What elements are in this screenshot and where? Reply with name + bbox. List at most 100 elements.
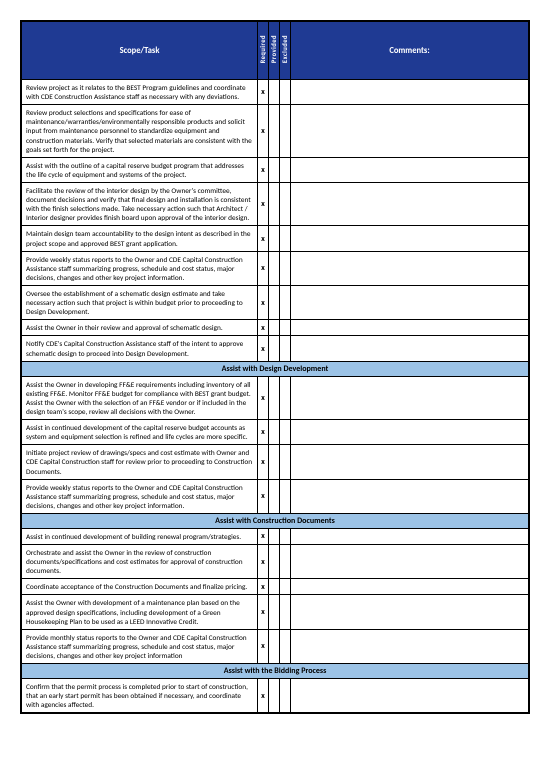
task-cell: Provide weekly status reports to the Own… — [22, 479, 258, 513]
comments-cell — [291, 420, 529, 445]
provided-cell — [269, 320, 280, 336]
comments-cell — [291, 80, 529, 105]
task-cell: Coordinate acceptance of the Constructio… — [22, 579, 258, 595]
task-cell: Initiate project review of drawings/spec… — [22, 445, 258, 479]
section-header-row: Assist with the Bidding Process — [22, 664, 529, 679]
excluded-cell — [280, 80, 291, 105]
excluded-cell — [280, 579, 291, 595]
provided-cell — [269, 679, 280, 713]
provided-cell — [269, 420, 280, 445]
required-cell: x — [258, 528, 269, 544]
excluded-cell — [280, 479, 291, 513]
header-scope: Scope/Task — [22, 22, 258, 80]
comments-cell — [291, 479, 529, 513]
excluded-cell — [280, 420, 291, 445]
required-cell: x — [258, 679, 269, 713]
table-row: Provide weekly status reports to the Own… — [22, 479, 529, 513]
required-cell: x — [258, 579, 269, 595]
task-cell: Review project as it relates to the BEST… — [22, 80, 258, 105]
task-cell: Confirm that the permit process is compl… — [22, 679, 258, 713]
task-cell: Oversee the establishment of a schematic… — [22, 285, 258, 319]
provided-cell — [269, 595, 280, 629]
provided-cell — [269, 285, 280, 319]
table-row: Provide weekly status reports to the Own… — [22, 251, 529, 285]
comments-cell — [291, 579, 529, 595]
scope-table: Scope/Task Required Provided Excluded Co… — [21, 21, 529, 713]
provided-cell — [269, 629, 280, 663]
provided-cell — [269, 376, 280, 419]
table-row: Review product selections and specificat… — [22, 105, 529, 158]
section-header-cell: Assist with the Bidding Process — [22, 664, 529, 679]
comments-cell — [291, 105, 529, 158]
comments-cell — [291, 320, 529, 336]
task-cell: Review product selections and specificat… — [22, 105, 258, 158]
comments-cell — [291, 226, 529, 251]
comments-cell — [291, 376, 529, 419]
task-cell: Assist the Owner in developing FF&E requ… — [22, 376, 258, 419]
comments-cell — [291, 182, 529, 225]
task-cell: Assist in continued development of build… — [22, 528, 258, 544]
excluded-cell — [280, 157, 291, 182]
header-comments: Comments: — [291, 22, 529, 80]
table-row: Confirm that the permit process is compl… — [22, 679, 529, 713]
header-row: Scope/Task Required Provided Excluded Co… — [22, 22, 529, 80]
task-cell: Provide weekly status reports to the Own… — [22, 251, 258, 285]
task-cell: Provide monthly status reports to the Ow… — [22, 629, 258, 663]
required-cell: x — [258, 182, 269, 225]
comments-cell — [291, 629, 529, 663]
section-header-cell: Assist with Design Development — [22, 361, 529, 376]
required-cell: x — [258, 545, 269, 579]
excluded-cell — [280, 105, 291, 158]
excluded-cell — [280, 679, 291, 713]
excluded-cell — [280, 336, 291, 361]
provided-cell — [269, 445, 280, 479]
header-excluded: Excluded — [280, 22, 291, 80]
provided-cell — [269, 226, 280, 251]
provided-cell — [269, 336, 280, 361]
comments-cell — [291, 528, 529, 544]
excluded-cell — [280, 445, 291, 479]
comments-cell — [291, 545, 529, 579]
required-cell: x — [258, 80, 269, 105]
excluded-cell — [280, 251, 291, 285]
comments-cell — [291, 595, 529, 629]
section-header-row: Assist with Design Development — [22, 361, 529, 376]
table-row: Notify CDE's Capital Construction Assist… — [22, 336, 529, 361]
required-cell: x — [258, 376, 269, 419]
table-row: Assist in continued development of build… — [22, 528, 529, 544]
required-cell: x — [258, 629, 269, 663]
excluded-cell — [280, 595, 291, 629]
required-cell: x — [258, 479, 269, 513]
task-cell: Assist the Owner in their review and app… — [22, 320, 258, 336]
comments-cell — [291, 679, 529, 713]
table-row: Assist the Owner in their review and app… — [22, 320, 529, 336]
table-row: Assist with the outline of a capital res… — [22, 157, 529, 182]
table-row: Coordinate acceptance of the Constructio… — [22, 579, 529, 595]
required-cell: x — [258, 595, 269, 629]
provided-cell — [269, 80, 280, 105]
table-row: Oversee the establishment of a schematic… — [22, 285, 529, 319]
table-body: Review project as it relates to the BEST… — [22, 80, 529, 713]
provided-cell — [269, 479, 280, 513]
table-row: Review project as it relates to the BEST… — [22, 80, 529, 105]
excluded-cell — [280, 182, 291, 225]
required-cell: x — [258, 157, 269, 182]
comments-cell — [291, 336, 529, 361]
required-cell: x — [258, 251, 269, 285]
task-cell: Orchestrate and assist the Owner in the … — [22, 545, 258, 579]
provided-cell — [269, 157, 280, 182]
excluded-cell — [280, 226, 291, 251]
comments-cell — [291, 157, 529, 182]
required-cell: x — [258, 320, 269, 336]
section-header-cell: Assist with Construction Documents — [22, 513, 529, 528]
required-cell: x — [258, 445, 269, 479]
section-header-row: Assist with Construction Documents — [22, 513, 529, 528]
table-row: Assist the Owner in developing FF&E requ… — [22, 376, 529, 419]
task-cell: Notify CDE's Capital Construction Assist… — [22, 336, 258, 361]
required-cell: x — [258, 285, 269, 319]
provided-cell — [269, 528, 280, 544]
task-cell: Maintain design team accountability to t… — [22, 226, 258, 251]
provided-cell — [269, 251, 280, 285]
table-row: Facilitate the review of the interior de… — [22, 182, 529, 225]
table-row: Maintain design team accountability to t… — [22, 226, 529, 251]
